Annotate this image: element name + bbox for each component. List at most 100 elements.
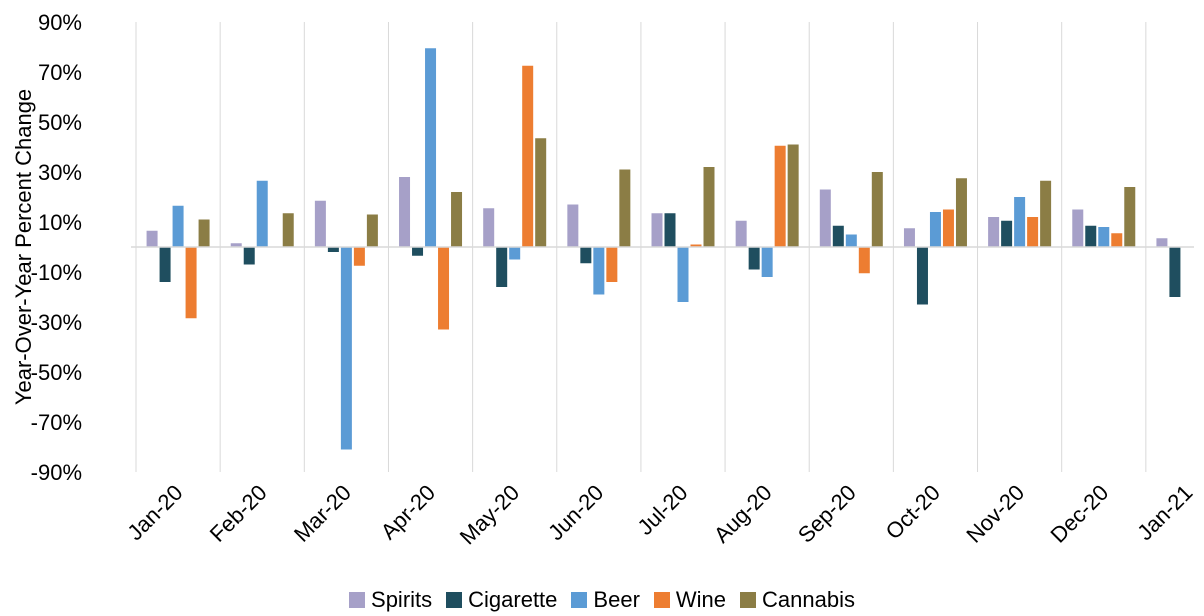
bar-beer-jun-20: [593, 247, 605, 295]
bar-beer-feb-20: [256, 180, 268, 247]
bar-beer-aug-20: [761, 247, 773, 277]
x-tick-label: Sep-20: [793, 480, 861, 548]
bar-wine-jul-20: [690, 244, 702, 247]
bar-cigarette-may-20: [496, 247, 508, 287]
bar-cigarette-feb-20: [243, 247, 255, 265]
bar-spirits-mar-20: [314, 200, 326, 247]
x-tick-label: Jun-20: [543, 480, 608, 545]
bar-cannabis-dec-20: [1124, 187, 1136, 247]
bar-beer-oct-20: [929, 212, 941, 247]
bar-spirits-may-20: [483, 208, 495, 247]
x-tick-label: Aug-20: [709, 480, 777, 548]
y-tick-label: 90%: [38, 10, 82, 35]
bar-spirits-jan-21: [1156, 238, 1168, 247]
legend-swatch: [349, 592, 366, 608]
bar-cannabis-sep-20: [871, 172, 883, 247]
bar-wine-nov-20: [1027, 217, 1039, 247]
bar-cigarette-jan-21: [1169, 247, 1181, 297]
bar-cigarette-aug-20: [748, 247, 760, 270]
y-tick-label: -90%: [31, 460, 82, 485]
bar-cigarette-jun-20: [580, 247, 592, 264]
bar-wine-mar-20: [353, 247, 365, 266]
bar-cigarette-nov-20: [1001, 220, 1013, 247]
x-tick-label: Jul-20: [632, 480, 692, 540]
y-tick-label: -10%: [31, 260, 82, 285]
legend-swatch: [571, 592, 588, 608]
bar-cigarette-apr-20: [412, 247, 424, 256]
bar-beer-dec-20: [1098, 227, 1110, 247]
legend-label: Wine: [675, 587, 727, 612]
bar-spirits-jan-20: [146, 230, 158, 247]
bar-cannabis-jul-20: [703, 167, 715, 247]
x-tick-label: Nov-20: [961, 480, 1029, 548]
legend-swatch: [653, 592, 670, 608]
legend-label: Spirits: [371, 587, 433, 612]
bar-spirits-apr-20: [399, 177, 411, 247]
bar-cigarette-dec-20: [1085, 225, 1097, 247]
bar-beer-nov-20: [1014, 197, 1026, 247]
y-tick-label: -70%: [31, 410, 82, 435]
y-tick-label: 30%: [38, 160, 82, 185]
bar-wine-sep-20: [858, 247, 870, 274]
bar-spirits-nov-20: [988, 217, 1000, 247]
x-tick-labels: Jan-20 Feb-20 Mar-20 Apr-20 May-20 Jun-20 Jul-…: [122, 480, 1197, 550]
x-tick-label: Dec-20: [1045, 480, 1113, 548]
bar-beer-mar-20: [340, 247, 352, 450]
y-tick-label: 50%: [38, 110, 82, 135]
bar-cigarette-mar-20: [327, 247, 339, 252]
bar-wine-jan-20: [185, 247, 197, 319]
bar-wine-jun-20: [606, 247, 618, 282]
bar-cannabis-feb-20: [282, 213, 294, 247]
bar-cigarette-jan-20: [159, 247, 171, 282]
bar-spirits-sep-20: [819, 189, 831, 247]
x-tick-label: Feb-20: [205, 480, 272, 547]
bar-cannabis-aug-20: [787, 144, 799, 247]
legend-item-spirits: Spirits: [349, 587, 432, 613]
legend-swatch: [740, 592, 757, 608]
legend-swatch: [446, 592, 463, 608]
y-tick-label: 70%: [38, 60, 82, 85]
y-axis-title: Year-Over-Year Percent Change: [11, 89, 36, 405]
legend-item-cigarette: Cigarette: [446, 587, 557, 613]
bar-cannabis-apr-20: [451, 192, 463, 247]
legend-label: Cannabis: [762, 587, 855, 612]
bar-cannabis-may-20: [535, 138, 547, 247]
bar-cigarette-oct-20: [916, 247, 928, 305]
legend-item-cannabis: Cannabis: [740, 587, 855, 613]
bar-spirits-jun-20: [567, 204, 579, 247]
x-tick-label: Apr-20: [376, 480, 440, 544]
bar-spirits-dec-20: [1072, 209, 1084, 247]
legend-label: Cigarette: [468, 587, 558, 612]
legend-item-beer: Beer: [571, 587, 640, 613]
bar-cannabis-jun-20: [619, 169, 631, 247]
bar-spirits-jul-20: [651, 213, 663, 247]
bar-beer-apr-20: [425, 48, 437, 247]
x-tick-label: May-20: [455, 480, 525, 550]
y-tick-label: -50%: [31, 360, 82, 385]
x-tick-label: Jan-21: [1132, 480, 1197, 545]
bar-cannabis-oct-20: [955, 178, 967, 247]
bar-wine-oct-20: [942, 209, 954, 247]
bar-cannabis-jan-20: [198, 219, 210, 247]
bar-beer-jul-20: [677, 247, 689, 302]
bar-wine-aug-20: [774, 145, 786, 247]
x-tick-label: Oct-20: [881, 480, 945, 544]
bar-beer-jan-20: [172, 205, 184, 247]
y-tick-label: 10%: [38, 210, 82, 235]
y-tick-label: -30%: [31, 310, 82, 335]
x-tick-label: Mar-20: [289, 480, 356, 547]
bar-cannabis-nov-20: [1040, 180, 1052, 247]
legend: Spirits Cigarette Beer Wine Cannabis: [0, 584, 1204, 616]
y-tick-labels: -90% -70% -50% -30% -10% 10% 30% 50% 70% 90%: [31, 10, 82, 485]
bar-beer-sep-20: [845, 234, 857, 247]
legend-label: Beer: [593, 587, 640, 612]
bar-spirits-aug-20: [735, 220, 747, 247]
legend-item-wine: Wine: [653, 587, 727, 613]
bar-wine-apr-20: [438, 247, 450, 330]
bar-cigarette-jul-20: [664, 213, 676, 247]
bar-cigarette-sep-20: [832, 225, 844, 247]
bar-wine-may-20: [522, 65, 534, 247]
bar-chart: -90% -70% -50% -30% -10% 10% 30% 50% 70% 90% Jan-…: [11, 10, 1197, 550]
bar-beer-may-20: [509, 247, 521, 260]
bars: [146, 48, 1181, 450]
